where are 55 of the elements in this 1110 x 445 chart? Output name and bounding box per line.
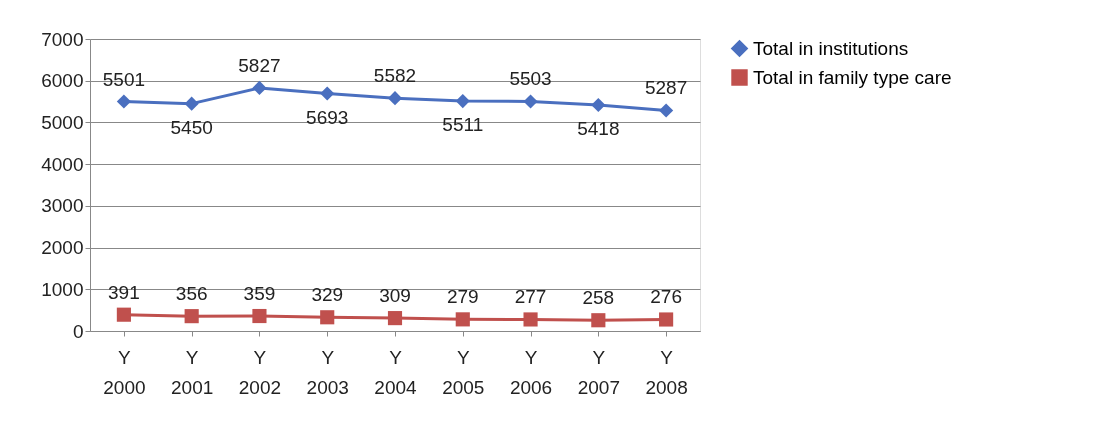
y-tick-label: 7000 [41, 28, 84, 50]
point [387, 311, 403, 326]
data-label: 5418 [577, 117, 620, 139]
data-label: 279 [446, 286, 479, 308]
data-label: 5511 [442, 114, 484, 136]
y-tick-label: 3000 [41, 195, 84, 217]
point [659, 312, 674, 327]
x-tick-label: Y 2005 [442, 346, 485, 398]
x-tick-label: Y 2004 [374, 346, 418, 398]
point [591, 313, 606, 328]
data-label: 391 [108, 281, 140, 303]
data-label: 309 [379, 285, 411, 307]
point [184, 309, 199, 324]
data-label: 277 [514, 286, 547, 308]
point [387, 91, 403, 106]
point [116, 94, 131, 109]
y-tick-label: 1000 [41, 278, 84, 300]
point [659, 103, 674, 118]
point [455, 312, 470, 327]
y-tick-label: 0 [72, 320, 84, 342]
data-label: 356 [175, 283, 208, 305]
legend-label: Total in family type care [753, 66, 952, 88]
data-label: 5501 [102, 68, 146, 90]
point [252, 308, 267, 324]
point [116, 307, 131, 322]
point [523, 94, 538, 109]
x-tick-label: Y 2003 [306, 346, 349, 398]
x-tick-label: Y 2008 [645, 346, 688, 398]
data-label: 5287 [644, 77, 688, 99]
data-label: 329 [311, 284, 344, 306]
point [455, 94, 470, 109]
data-label: 5582 [373, 65, 417, 87]
y-tick-label: 5000 [41, 111, 84, 133]
x-tick-label: Y 2001 [171, 346, 214, 398]
point [184, 96, 199, 111]
x-tick-label: Y 2000 [103, 346, 146, 398]
data-label: 359 [243, 283, 276, 305]
y-tick-label: 6000 [41, 70, 84, 92]
x-tick-label: Y 2006 [509, 346, 553, 398]
point [320, 86, 335, 101]
x-tick-label: Y 2007 [577, 346, 620, 398]
y-tick-label: 4000 [41, 153, 84, 175]
data-label: 276 [650, 286, 682, 308]
point [591, 97, 606, 113]
point [320, 310, 335, 325]
data-label: 5503 [509, 68, 552, 90]
x-tick-label: Y 2002 [238, 346, 282, 398]
data-label: 5827 [238, 54, 281, 76]
data-label: 258 [582, 287, 615, 309]
data-label: 5450 [170, 116, 213, 138]
legend-label: Total in institutions [753, 37, 909, 59]
y-tick-label: 2000 [41, 237, 84, 259]
point [523, 312, 538, 327]
point [252, 80, 267, 95]
data-label: 5693 [306, 106, 349, 128]
